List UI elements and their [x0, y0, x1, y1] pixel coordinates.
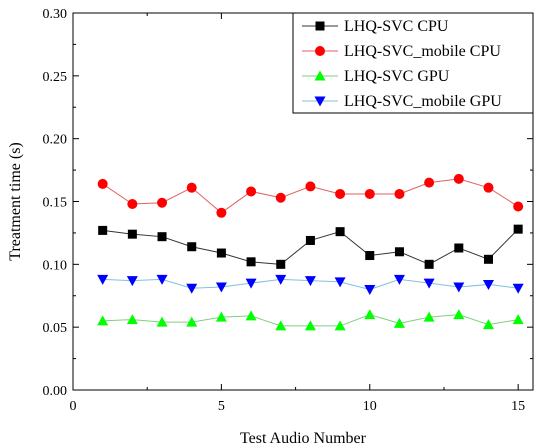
data-point: [365, 251, 375, 261]
data-point: [216, 248, 226, 258]
data-point: [97, 274, 109, 285]
legend-item: LHQ-SVC_mobile CPU: [302, 43, 501, 60]
data-point: [126, 276, 138, 287]
y-tick-label: 0.15: [43, 196, 68, 211]
data-point: [364, 284, 376, 295]
data-point: [127, 199, 138, 210]
data-point: [246, 257, 256, 267]
data-point: [304, 320, 316, 331]
data-point: [156, 316, 168, 327]
data-point: [335, 227, 345, 237]
x-axis-title: Test Audio Number: [240, 430, 367, 447]
y-tick-label: 0.30: [43, 7, 68, 22]
data-point: [186, 283, 198, 294]
legend: LHQ-SVC CPU LHQ-SVC_mobile CPU LHQ-SVC GPU…: [292, 12, 534, 114]
data-point: [512, 314, 524, 325]
data-point: [98, 225, 108, 235]
data-point: [483, 182, 494, 193]
data-point: [157, 232, 167, 242]
legend-item: LHQ-SVC_mobile GPU: [302, 93, 502, 110]
data-point: [127, 229, 137, 239]
data-point: [483, 254, 493, 264]
data-point: [216, 207, 227, 218]
data-point: [513, 224, 523, 234]
data-point: [423, 311, 435, 322]
data-point: [394, 188, 405, 199]
legend-label: LHQ-SVC GPU: [344, 68, 450, 85]
legend-marker: [314, 96, 326, 107]
data-point: [245, 278, 257, 289]
data-point: [334, 277, 346, 288]
series-2: [97, 173, 524, 218]
data-point: [334, 320, 346, 331]
legend-marker: [315, 46, 325, 56]
data-point: [275, 320, 287, 331]
data-point: [275, 274, 287, 285]
data-point: [276, 259, 286, 269]
y-tick-label: 0.25: [43, 70, 68, 85]
series-3: [97, 309, 524, 331]
legend-label: LHQ-SVC_mobile GPU: [344, 93, 502, 110]
data-point: [482, 319, 494, 330]
data-point: [393, 317, 405, 328]
series-layer: [97, 173, 524, 331]
data-point: [275, 192, 286, 203]
y-tick-label: 0.05: [43, 321, 68, 336]
data-point: [453, 309, 465, 320]
data-point: [482, 279, 494, 290]
series-1: [98, 224, 523, 269]
x-tick-label: 15: [511, 399, 525, 414]
data-point: [305, 181, 316, 192]
data-point: [393, 274, 405, 285]
data-point: [215, 282, 227, 293]
data-point: [423, 278, 435, 289]
legend-marker: [314, 70, 326, 81]
y-tick-label: 0.10: [43, 258, 68, 273]
y-tick-label: 0.20: [43, 133, 68, 148]
data-point: [97, 178, 108, 189]
axis-ticks: 0 5 10 15 0.00 0.05 0.10 0.15 0.20 0.25 0.30: [43, 7, 533, 414]
legend-item: LHQ-SVC CPU: [302, 18, 449, 35]
data-point: [156, 274, 168, 285]
legend-marker: [315, 21, 325, 31]
data-point: [187, 242, 197, 252]
data-point: [364, 188, 375, 199]
legend-label: LHQ-SVC CPU: [344, 18, 449, 35]
data-point: [364, 309, 376, 320]
data-point: [186, 182, 197, 193]
x-tick-label: 5: [218, 399, 225, 414]
data-point: [335, 188, 346, 199]
data-point: [304, 276, 316, 287]
legend-label: LHQ-SVC_mobile CPU: [344, 43, 501, 60]
data-point: [246, 186, 257, 197]
data-point: [126, 314, 138, 325]
data-point: [186, 316, 198, 327]
x-tick-label: 10: [363, 399, 377, 414]
data-point: [512, 283, 524, 294]
data-point: [157, 197, 168, 208]
data-point: [424, 177, 435, 188]
data-point: [97, 315, 109, 326]
y-tick-label: 0.00: [43, 384, 68, 399]
data-point: [245, 310, 257, 321]
series-4: [97, 274, 524, 295]
data-point: [215, 311, 227, 322]
legend-item: LHQ-SVC GPU: [302, 68, 450, 85]
data-point: [305, 235, 315, 245]
y-axis-title: Treatment time (s): [7, 142, 24, 261]
data-point: [513, 201, 524, 212]
data-point: [453, 282, 465, 293]
data-point: [424, 259, 434, 269]
legend-box: [292, 12, 534, 114]
data-point: [454, 243, 464, 253]
data-point: [394, 247, 404, 257]
x-tick-label: 0: [70, 399, 77, 414]
data-point: [453, 173, 464, 184]
